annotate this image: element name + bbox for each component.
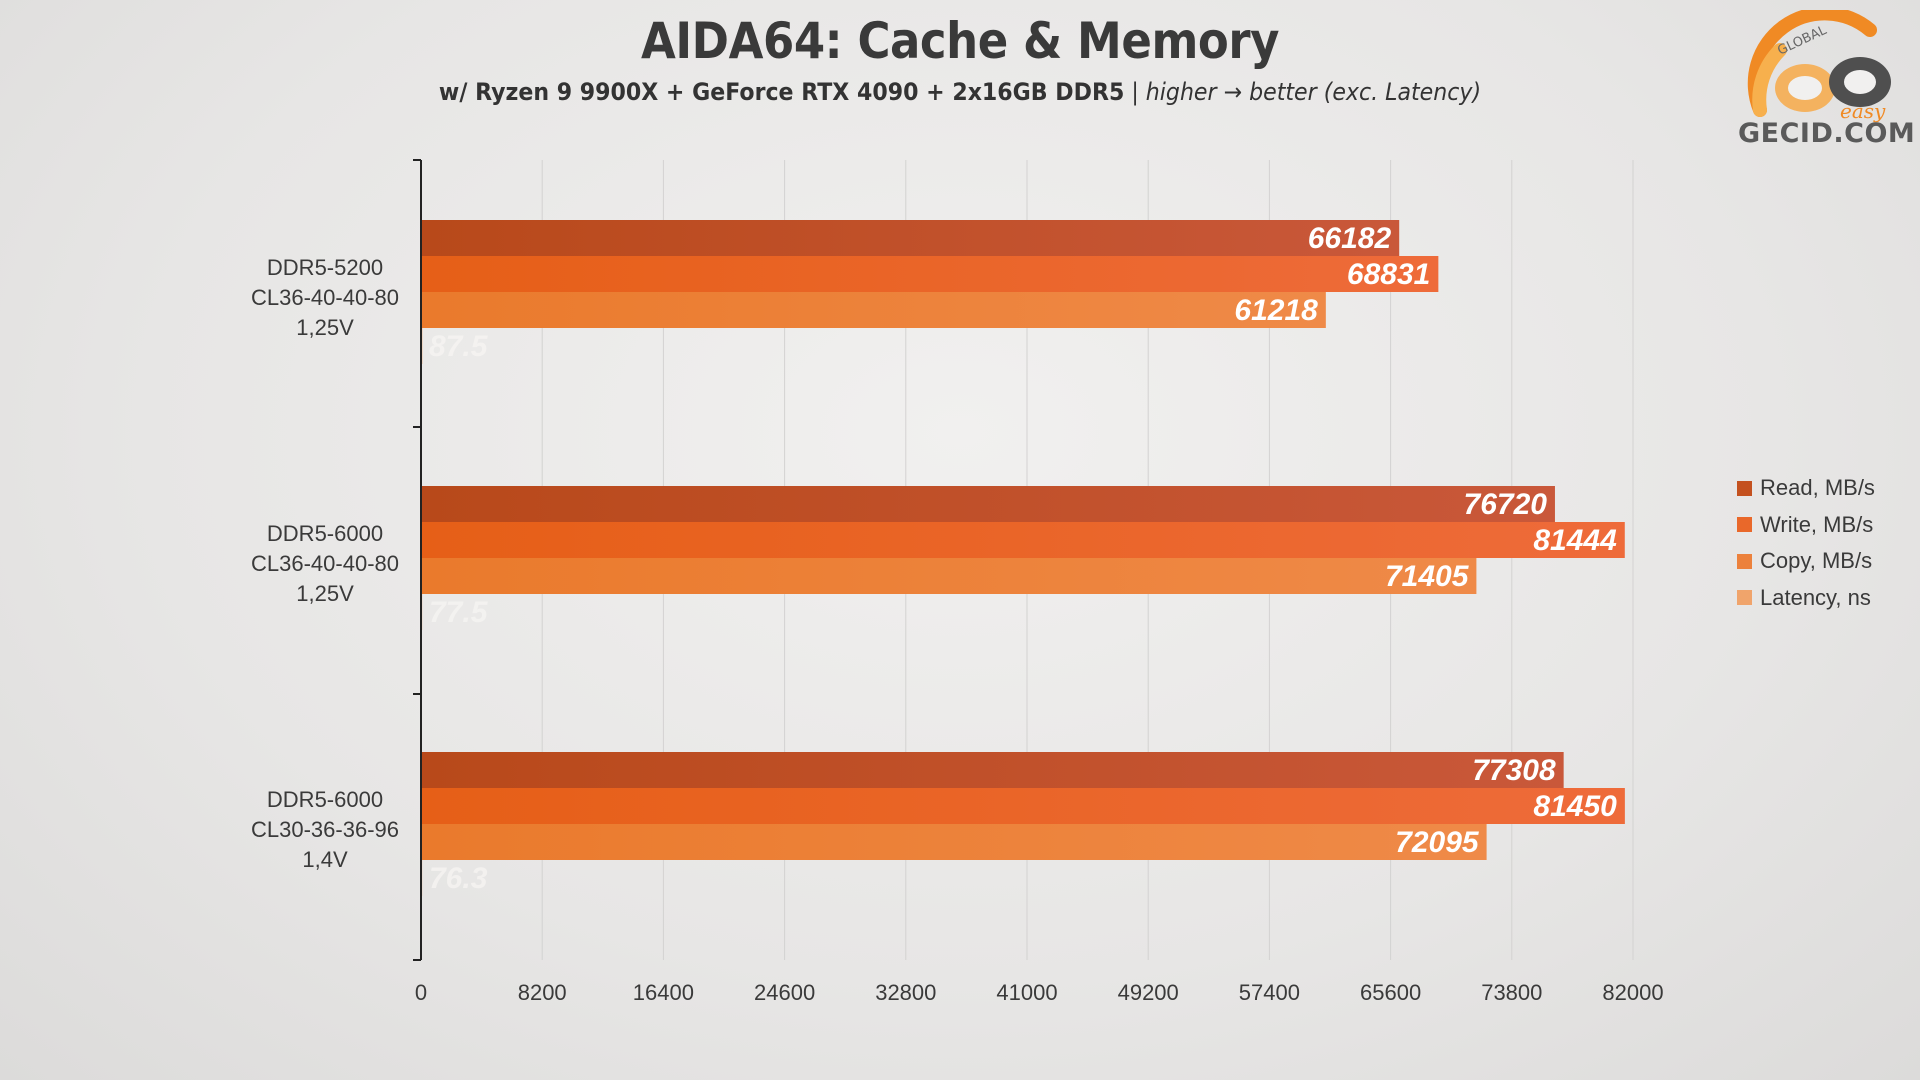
bar-value-label: 71405 (1385, 560, 1470, 593)
legend-item: Latency, ns (1737, 580, 1875, 617)
legend-swatch (1737, 517, 1752, 533)
legend-label: Read, MB/s (1760, 475, 1875, 501)
bar-write (421, 522, 1625, 558)
x-tick-label: 0 (415, 980, 427, 1005)
chart-legend: Read, MB/s Write, MB/s Copy, MB/s Latency, … (1737, 470, 1875, 616)
bar-value-label: 77308 (1472, 754, 1556, 787)
bar-write (421, 788, 1625, 824)
legend-label: Write, MB/s (1760, 511, 1874, 537)
subtitle-note: higher → better (exc. Latency) (1145, 78, 1482, 106)
subtitle-separator: | (1124, 78, 1146, 106)
bar-copy (421, 558, 1477, 594)
logo-text: GECID.COM (1738, 118, 1916, 149)
bar-read (421, 486, 1555, 522)
bar-value-label: 77.5 (429, 596, 489, 629)
logo-small-text: easy (1840, 99, 1886, 123)
category-label: DDR5-6000 CL30-36-36-96 1,4V (251, 787, 399, 872)
legend-item: Write, MB/s (1737, 507, 1875, 544)
x-tick-label: 49200 (1118, 980, 1179, 1005)
subtitle-system: w/ Ryzen 9 9900X + GeForce RTX 4090 + 2x… (438, 78, 1125, 106)
legend-swatch (1737, 480, 1752, 496)
bar-value-label: 66182 (1308, 222, 1392, 255)
x-tick-label: 32800 (875, 980, 936, 1005)
category-label-line: DDR5-5200 (267, 255, 383, 280)
category-label-line: 1,25V (296, 315, 354, 340)
legend-item: Copy, MB/s (1737, 543, 1875, 580)
bar-write (421, 256, 1439, 292)
x-tick-label: 41000 (996, 980, 1057, 1005)
category-label-line: 1,25V (296, 581, 354, 606)
bar-value-label: 87.5 (429, 330, 489, 363)
category-label-line: CL36-40-40-80 (251, 285, 399, 310)
bar-read (421, 752, 1564, 788)
bar-copy (421, 824, 1487, 860)
bar-value-label: 76720 (1464, 488, 1548, 521)
category-label-line: DDR5-6000 (267, 521, 383, 546)
x-tick-label: 57400 (1239, 980, 1300, 1005)
bar-value-label: 76.3 (429, 862, 488, 895)
chart-subtitle: w/ Ryzen 9 9900X + GeForce RTX 4090 + 2x… (77, 78, 1843, 106)
bar-value-label: 81450 (1533, 790, 1617, 823)
bar-value-label: 72095 (1395, 826, 1480, 859)
x-tick-label: 65600 (1360, 980, 1421, 1005)
legend-swatch (1737, 553, 1752, 569)
chart-title: AIDA64: Cache & Memory (641, 12, 1279, 70)
bar-value-label: 68831 (1347, 258, 1430, 291)
bar-value-label: 81444 (1533, 524, 1617, 557)
category-label-line: CL30-36-36-96 (251, 817, 399, 842)
x-tick-label: 82000 (1602, 980, 1663, 1005)
category-label-line: DDR5-6000 (267, 787, 383, 812)
category-label-line: 1,4V (302, 847, 348, 872)
gecid-logo-icon: GLOBAL easy (1747, 10, 1891, 123)
bar-copy (421, 292, 1326, 328)
bar-value-label: 61218 (1234, 294, 1318, 327)
x-tick-label: 24600 (754, 980, 815, 1005)
legend-label: Latency, ns (1760, 584, 1871, 610)
category-label-line: CL36-40-40-80 (251, 551, 399, 576)
category-label: DDR5-5200 CL36-40-40-80 1,25V (251, 255, 399, 340)
legend-item: Read, MB/s (1737, 470, 1875, 507)
legend-label: Copy, MB/s (1760, 548, 1873, 574)
x-tick-label: 8200 (518, 980, 567, 1005)
bar-read (421, 220, 1400, 256)
legend-swatch (1737, 590, 1752, 606)
x-tick-label: 73800 (1481, 980, 1542, 1005)
x-tick-label: 16400 (633, 980, 694, 1005)
category-label: DDR5-6000 CL36-40-40-80 1,25V (251, 521, 399, 606)
